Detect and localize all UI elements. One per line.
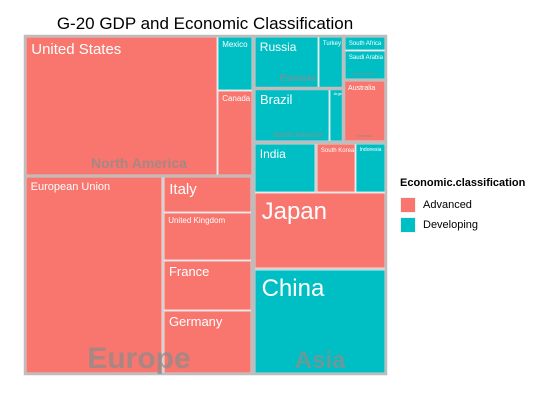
region-border-4	[252, 141, 388, 376]
tile-label-russia: Russia	[260, 40, 297, 54]
tile-rect-italy	[163, 176, 252, 213]
legend-key-advanced	[400, 197, 416, 213]
tile-united-kingdom: United Kingdom	[163, 212, 252, 261]
tile-russia: Russia	[254, 36, 319, 89]
tile-label-united-kingdom: United Kingdom	[168, 216, 225, 225]
tile-label-turkey: Turkey	[323, 41, 341, 47]
region-label-south-america: South America	[273, 132, 322, 139]
tile-rect-australia	[343, 80, 386, 142]
tile-rect-south-korea	[316, 143, 356, 193]
legend: Economic.classification Advanced Develop…	[400, 177, 525, 235]
tile-label-european-union: European Union	[31, 181, 111, 193]
tile-rect-indonesia	[355, 143, 386, 193]
tile-rect-brazil	[254, 88, 330, 142]
legend-label-developing: Developing	[423, 219, 479, 231]
tile-china: China	[254, 269, 386, 374]
tile-india: India	[254, 143, 316, 193]
tile-saudi-arabia: Saudi Arabia	[344, 50, 386, 80]
tile-label-indonesia: Indonesia	[360, 147, 382, 153]
tile-indonesia: Indonesia	[355, 143, 386, 193]
tile-france: France	[163, 260, 252, 311]
legend-item-advanced: Advanced	[400, 195, 525, 215]
tile-mexico: Mexico	[217, 36, 253, 91]
tile-japan: Japan	[254, 192, 386, 269]
tile-label-canada: Canada	[222, 94, 251, 103]
tile-rect-argentina	[329, 88, 344, 142]
tile-rect-saudi-arabia	[344, 50, 386, 80]
tile-label-germany: Germany	[169, 314, 223, 329]
tile-rect-european-union	[25, 176, 163, 374]
region-label-eurasia: Eurasia	[280, 73, 317, 84]
tile-rect-japan	[254, 192, 386, 269]
tile-australia: Australia	[343, 80, 386, 142]
tile-label-france: France	[169, 264, 209, 279]
tile-label-brazil: Brazil	[260, 92, 293, 107]
region-label-north-america: North America	[91, 155, 187, 171]
region-label-oceania: Oceania	[356, 133, 372, 138]
tile-label-south-africa: South Africa	[349, 41, 382, 47]
region-label-middle-east: Middle East	[353, 71, 376, 76]
tile-turkey: Turkey	[318, 36, 344, 89]
tile-label-china: China	[262, 275, 325, 302]
tile-label-japan: Japan	[262, 198, 327, 225]
tile-label-australia: Australia	[348, 85, 375, 92]
tile-label-south-korea: South Korea	[321, 148, 355, 154]
region-label-asia: Asia	[295, 347, 346, 374]
legend-label-advanced: Advanced	[423, 199, 472, 211]
tile-label-italy: Italy	[169, 181, 197, 198]
tile-rect-canada	[217, 90, 253, 176]
tile-label-india: India	[260, 147, 286, 161]
tile-rect-india	[254, 143, 316, 193]
legend-key-developing	[400, 217, 416, 233]
tile-italy: Italy	[163, 176, 252, 213]
region-border-5	[23, 174, 254, 376]
tile-brazil: Brazil	[254, 88, 330, 142]
tile-label-mexico: Mexico	[222, 40, 248, 49]
tile-rect-united-kingdom	[163, 212, 252, 261]
region-border-6	[341, 34, 388, 82]
tile-rect-china	[254, 269, 386, 374]
tile-rect-united-states	[25, 36, 218, 176]
tile-european-union: European Union	[25, 176, 163, 374]
tile-canada: Canada	[217, 90, 253, 176]
tile-label-saudi-arabia: Saudi Arabia	[349, 55, 384, 61]
tile-rect-france	[163, 260, 252, 311]
tile-rect-mexico	[217, 36, 253, 91]
region-label-europe: Europe	[87, 342, 190, 375]
tile-south-korea: South Korea	[316, 143, 356, 193]
legend-item-developing: Developing	[400, 215, 525, 235]
tile-label-united-states: United States	[31, 41, 121, 58]
chart-title: G-20 GDP and Economic Classification	[56, 14, 354, 33]
legend-title: Economic.classification	[400, 177, 526, 189]
tile-united-states: United States	[25, 36, 218, 176]
tile-south-africa: South Africa	[344, 36, 386, 51]
